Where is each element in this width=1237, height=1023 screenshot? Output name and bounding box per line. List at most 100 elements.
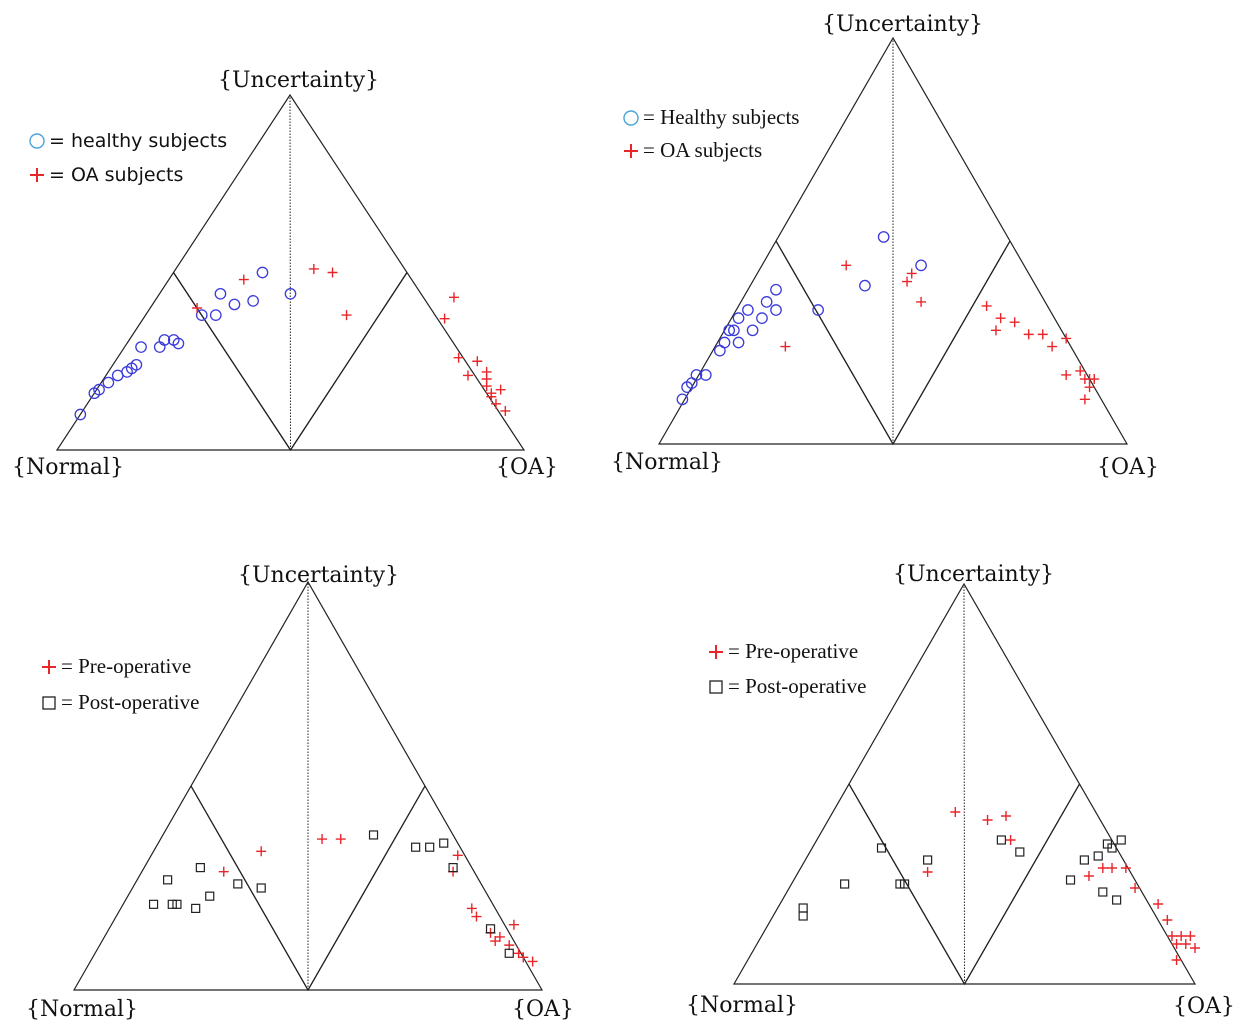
ternary-plot-1: {Normal} {Uncertainty} {OA} = healthy subje…	[12, 68, 558, 480]
legend-entry-text: = OA subjects	[49, 164, 183, 186]
data-point	[699, 369, 712, 381]
data-point	[368, 830, 379, 840]
data-point	[172, 899, 182, 909]
data-point	[990, 325, 1001, 336]
data-point	[1079, 394, 1090, 405]
data-point	[130, 358, 143, 371]
data-point	[1130, 883, 1141, 893]
ternary-plot-2: {Normal} {Uncertainty} {OA} = Healthy subje…	[611, 12, 1159, 480]
data-point	[1120, 863, 1131, 873]
region-boundary-right	[307, 785, 426, 991]
center-dotted-line	[963, 583, 965, 985]
data-point	[238, 274, 249, 285]
data-point	[1093, 851, 1103, 861]
legend-entry-text: = OA subjects	[643, 138, 762, 162]
data-point	[770, 283, 782, 296]
data-point	[158, 334, 171, 346]
legend-entry-text: = Pre-operative	[61, 654, 191, 678]
vertex-label-normal: {Normal}	[26, 997, 138, 1022]
data-point	[448, 292, 459, 303]
data-point	[1166, 931, 1177, 941]
region-boundary-left	[172, 272, 292, 451]
data-point	[723, 324, 736, 337]
data-point	[996, 835, 1006, 845]
data-point	[256, 846, 267, 857]
data-point	[916, 296, 927, 307]
data-point	[859, 279, 871, 292]
data-point	[718, 336, 731, 349]
data-point	[732, 312, 745, 324]
data-point	[902, 276, 913, 287]
region-boundary-right	[963, 783, 1081, 985]
series-plus	[780, 260, 1100, 405]
data-point	[485, 924, 496, 934]
center-dotted-line	[289, 94, 291, 451]
data-point	[1061, 369, 1072, 380]
vertex-label-normal: {Normal}	[611, 450, 723, 475]
region-boundary-right	[892, 240, 1011, 445]
data-point	[770, 304, 782, 316]
data-point	[982, 815, 993, 825]
data-point	[1098, 887, 1108, 897]
vertex-label-oa: {OA}	[1173, 994, 1235, 1019]
legend: = healthy subjects = OA subjects	[29, 130, 227, 186]
data-point	[93, 383, 105, 396]
data-point	[841, 260, 852, 271]
data-point	[256, 266, 269, 279]
data-point	[1075, 365, 1086, 376]
data-point	[471, 911, 482, 922]
data-point	[922, 867, 933, 877]
data-point	[995, 313, 1006, 324]
data-point	[284, 287, 297, 300]
data-point	[981, 300, 992, 311]
data-point	[209, 309, 222, 321]
region-boundary-left	[190, 785, 309, 991]
data-point	[1097, 863, 1108, 873]
data-point	[233, 879, 243, 889]
legend: = Pre-operative = Post-operative	[42, 654, 199, 714]
vertex-label-uncertainty: {Uncertainty}	[218, 68, 379, 93]
series-plus	[218, 834, 538, 967]
data-point	[481, 374, 492, 384]
ternary-plot-3: {Normal} {Uncertainty} {OA} = Pre-operative…	[26, 563, 574, 1022]
data-point	[906, 268, 917, 279]
series-square	[798, 835, 1126, 921]
data-point	[453, 352, 464, 363]
data-point	[1061, 333, 1072, 344]
data-point	[1037, 329, 1048, 340]
data-point	[1000, 811, 1011, 821]
data-point	[462, 370, 473, 381]
legend: = Healthy subjects = OA subjects	[623, 105, 799, 162]
vertex-label-normal: {Normal}	[12, 455, 124, 480]
data-point	[192, 303, 203, 313]
data-point	[915, 259, 927, 272]
legend-entry-text: = Post-operative	[728, 674, 866, 698]
data-point	[167, 899, 177, 909]
data-point	[1107, 863, 1118, 873]
data-point	[1065, 875, 1076, 885]
region-boundary-right	[289, 272, 408, 451]
data-point	[1023, 329, 1034, 340]
data-point	[876, 843, 887, 853]
series-square	[148, 830, 514, 958]
vertex-label-uncertainty: {Uncertainty}	[238, 563, 399, 588]
data-point	[1083, 871, 1094, 881]
data-point	[1116, 835, 1126, 845]
data-point	[504, 940, 515, 951]
data-point	[1171, 939, 1182, 949]
data-point	[504, 948, 514, 958]
data-point	[840, 879, 850, 889]
data-point	[728, 324, 740, 337]
plus-icon	[42, 660, 56, 674]
data-point	[448, 862, 458, 873]
data-point	[327, 267, 338, 278]
data-point	[191, 903, 201, 914]
data-point	[1047, 341, 1058, 352]
data-point	[490, 936, 501, 947]
data-point	[425, 842, 435, 852]
region-boundary-left	[848, 783, 966, 985]
data-point	[494, 931, 505, 942]
data-point	[247, 295, 259, 307]
circle-icon	[29, 133, 45, 149]
data-point	[439, 838, 449, 848]
